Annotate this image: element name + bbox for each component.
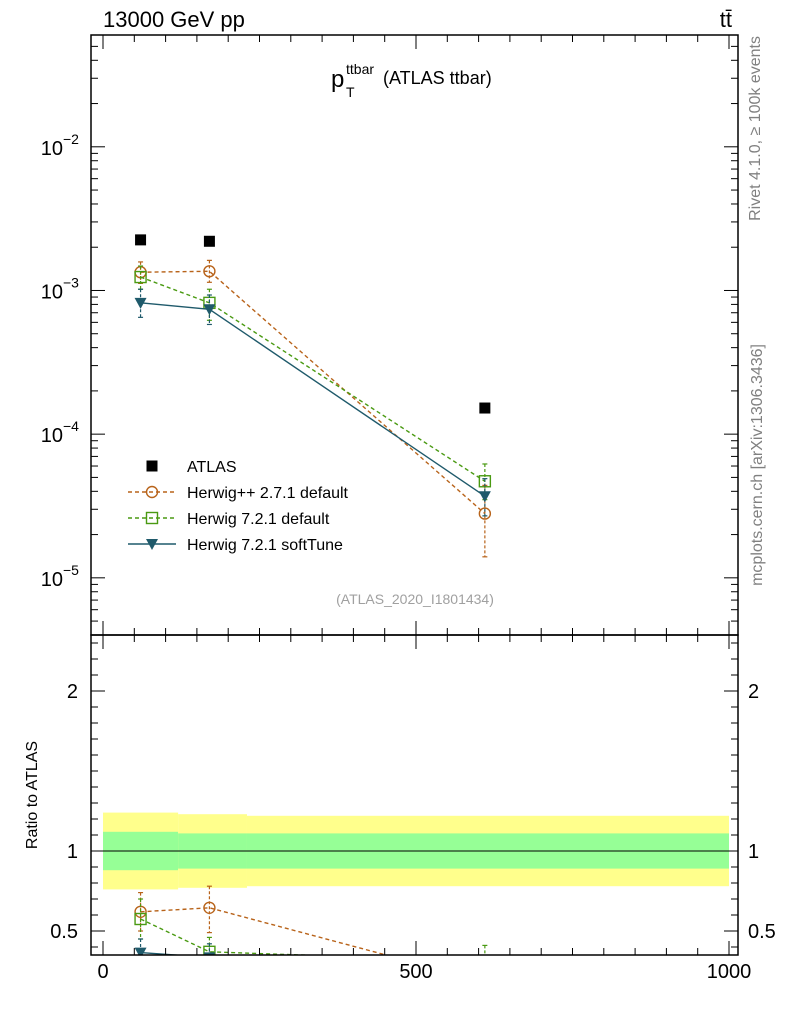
main-data-point: [203, 265, 216, 278]
ratio-series-line: [140, 907, 389, 955]
main-y-tick-labels: 10−210−310−410−5: [41, 131, 79, 591]
ratio-y-tick-label-left: 0.5: [50, 921, 78, 943]
main-data-point: [478, 491, 491, 503]
ratio-series-herwig-7-2-1-softtune: [134, 938, 491, 978]
plot-title-superscript: ttbar: [346, 61, 374, 77]
main-data-point: [203, 235, 215, 247]
x-tick-label: 1000: [707, 961, 752, 983]
legend-marker: [145, 511, 159, 525]
legend-label: Herwig 7.2.1 softTune: [187, 537, 343, 554]
rivet-version-label: Rivet 4.1.0, ≥ 100k events: [747, 36, 764, 221]
energy-label: 13000 GeV pp: [103, 7, 245, 32]
ratio-data-point: [203, 952, 216, 955]
legend-label: Herwig++ 2.7.1 default: [187, 485, 349, 502]
ratio-series-line: [140, 951, 186, 955]
y-tick-label: 10: [41, 138, 63, 160]
main-data-point: [134, 297, 147, 309]
legend-entry: Herwig 7.2.1 softTune: [128, 537, 343, 554]
ratio-y-tick-label-left: 2: [67, 681, 78, 703]
ratio-data-point: [134, 912, 147, 926]
y-tick-label: 10: [41, 569, 63, 591]
main-data-point: [134, 270, 147, 284]
ratio-y-tick-label-right: 2: [748, 681, 759, 703]
legend-marker: [145, 485, 159, 499]
main-series-herwig-7-2-1-softtune: [134, 288, 491, 517]
ratio-tick-labels: 0.5 0.5 1 1 2 2 0 500 1000: [50, 681, 776, 983]
legend-entry: Herwig 7.2.1 default: [128, 511, 330, 528]
main-data-point: [135, 234, 147, 246]
y-tick-label: 10: [41, 425, 63, 447]
ratio-data-point: [134, 947, 147, 955]
ratio-y-tick-label-right: 1: [748, 841, 759, 863]
legend-entry: ATLAS: [146, 459, 237, 476]
ratio-y-tick-label-left: 1: [67, 841, 78, 863]
main-data-point: [478, 475, 492, 488]
legend-label: ATLAS: [187, 459, 237, 476]
legend-label: Herwig 7.2.1 default: [187, 511, 330, 528]
plot-title-symbol: p: [331, 66, 344, 93]
main-series-line: [140, 270, 486, 515]
analysis-watermark: (ATLAS_2020_I1801434): [336, 591, 494, 607]
ratio-data-point: [203, 901, 216, 914]
ratio-axis-ticks: [91, 635, 738, 955]
ratio-data-point: [479, 967, 491, 978]
y-tick-label-exponent: −2: [63, 131, 79, 147]
ratio-series-herwig-2-7-1-default: [134, 885, 490, 987]
main-data-point: [203, 304, 216, 316]
plot-title-subscript: T: [346, 84, 355, 100]
ratio-frame: [90, 634, 739, 956]
legend-entry: Herwig++ 2.7.1 default: [128, 485, 349, 502]
ratio-data-layer: [103, 812, 730, 987]
ratio-series-herwig-7-2-1-default: [134, 898, 490, 967]
ratio-y-axis-label: Ratio to ATLAS: [24, 741, 41, 849]
mcplots-label: mcplots.cern.ch [arXiv:1306.3436]: [749, 344, 766, 586]
ratio-data-point: [479, 976, 490, 987]
y-tick-label-exponent: −4: [63, 418, 79, 434]
legend: ATLAS Herwig++ 2.7.1 default Herwig 7.2.1 …: [128, 459, 349, 554]
y-tick-label: 10: [41, 281, 63, 303]
legend-marker: [146, 460, 158, 472]
main-data-layer: [134, 234, 492, 558]
y-tick-label-exponent: −3: [63, 274, 79, 290]
x-tick-label: 0: [97, 961, 108, 983]
ratio-data-point: [479, 956, 490, 967]
ratio-y-tick-label-right: 0.5: [748, 921, 776, 943]
main-panel: 10−210−310−410−5 p ttbar T (ATLAS ttbar)…: [41, 34, 739, 636]
y-tick-label-exponent: −5: [63, 562, 79, 578]
legend-marker: [146, 539, 158, 550]
main-series-atlas: [135, 234, 491, 414]
x-tick-label: 500: [399, 961, 432, 983]
ratio-panel: 0.5 0.5 1 1 2 2 0 500 1000 Ratio to ATLAS: [24, 634, 776, 987]
main-data-point: [478, 507, 492, 520]
main-axis-ticks: [91, 34, 738, 636]
process-label: tt̄: [720, 7, 732, 32]
main-data-point: [479, 402, 491, 414]
plot-title-text: (ATLAS ttbar): [383, 68, 492, 88]
